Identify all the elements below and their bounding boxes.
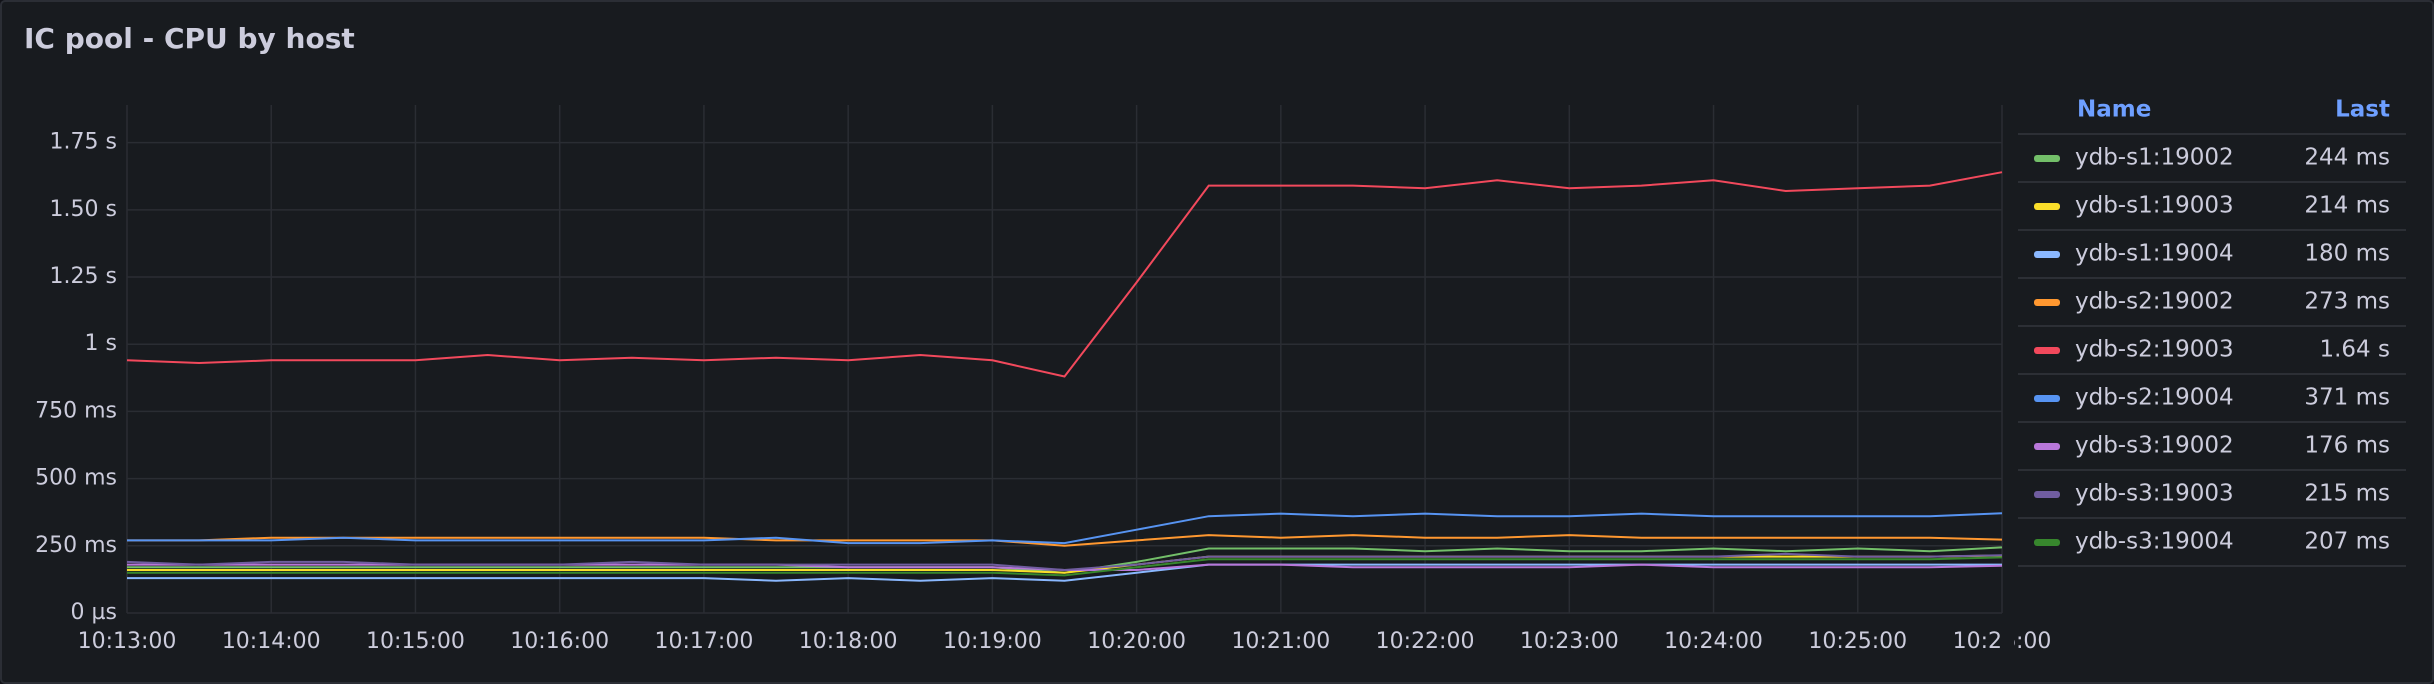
y-tick-label: 750 ms <box>35 398 117 423</box>
x-tick-label: 10:16:00 <box>510 629 609 654</box>
legend-name: ydb-s1:19004 <box>2075 241 2234 267</box>
y-tick-label: 1.75 s <box>50 130 117 155</box>
legend-last: 371 ms <box>2304 385 2390 411</box>
series-line <box>127 534 2003 547</box>
y-tick-label: 1.25 s <box>50 264 117 289</box>
x-tick-label: 10:24:00 <box>1664 629 1763 654</box>
legend-last: 1.64 s <box>2319 337 2390 363</box>
legend-name: ydb-s1:19002 <box>2075 145 2234 171</box>
legend-last: 176 ms <box>2304 433 2390 459</box>
plot: 0 µs 250 ms 500 ms 750 ms 1 s 1.25 s 1.50 s 1.7… <box>35 105 2051 663</box>
y-tick-label: 0 µs <box>71 600 117 625</box>
series-line <box>127 556 2003 577</box>
legend: Name Last ydb-s1:19002 244 ms ydb-s1:19003 21… <box>2018 97 2406 567</box>
y-tick-label: 500 ms <box>35 466 117 491</box>
x-tick-label: 10:22:00 <box>1376 629 1475 654</box>
legend-last: 214 ms <box>2304 193 2390 219</box>
legend-name: ydb-s2:19004 <box>2075 385 2234 411</box>
y-tick-label: 250 ms <box>35 533 117 558</box>
x-tick-label: 10:14:00 <box>222 629 321 654</box>
legend-name: ydb-s3:19004 <box>2075 529 2234 555</box>
x-tick-label: 10:13:00 <box>78 629 177 654</box>
legend-last: 244 ms <box>2304 145 2390 171</box>
x-tick-label: 10:15:00 <box>366 629 465 654</box>
x-tick-label: 10:25:00 <box>1808 629 1907 654</box>
legend-header: Name <box>2077 97 2151 123</box>
x-tick-label: 10:21:00 <box>1231 629 1330 654</box>
legend-swatch <box>2034 299 2060 306</box>
series-line <box>127 512 2003 545</box>
series-line <box>127 563 2002 582</box>
legend-swatch <box>2034 395 2060 402</box>
x-tick-label: 10:17:00 <box>655 629 754 654</box>
legend-swatch <box>2034 539 2060 546</box>
legend-swatch <box>2034 443 2060 450</box>
x-tick-label: 10:20:00 <box>1087 629 1186 654</box>
legend-name: ydb-s3:19002 <box>2075 433 2234 459</box>
legend-last: 215 ms <box>2304 481 2390 507</box>
legend-swatch <box>2034 491 2060 498</box>
series-line <box>126 171 2003 378</box>
series-line <box>126 552 2003 572</box>
x-tick-label: 10:18:00 <box>799 629 898 654</box>
legend-swatch <box>2034 251 2060 258</box>
legend-name: ydb-s3:19003 <box>2075 481 2234 507</box>
y-tick-label: 1 s <box>85 331 117 356</box>
legend-swatch <box>2034 203 2060 210</box>
legend-last: 273 ms <box>2304 289 2390 315</box>
legend-name: ydb-s2:19002 <box>2075 289 2234 315</box>
panel-title: IC pool - CPU by host <box>24 22 355 55</box>
legend-name: ydb-s1:19003 <box>2075 193 2234 219</box>
legend-swatch <box>2034 155 2060 162</box>
plot-clip-cover <box>2002 623 2014 663</box>
legend-header: Last <box>2335 97 2390 123</box>
legend-swatch <box>2034 347 2060 354</box>
legend-name: ydb-s2:19003 <box>2075 337 2234 363</box>
legend-last: 207 ms <box>2304 529 2390 555</box>
x-tick-label: 10:23:00 <box>1520 629 1619 654</box>
legend-last: 180 ms <box>2304 241 2390 267</box>
x-tick-label: 10:19:00 <box>943 629 1042 654</box>
y-tick-label: 1.50 s <box>50 197 117 222</box>
